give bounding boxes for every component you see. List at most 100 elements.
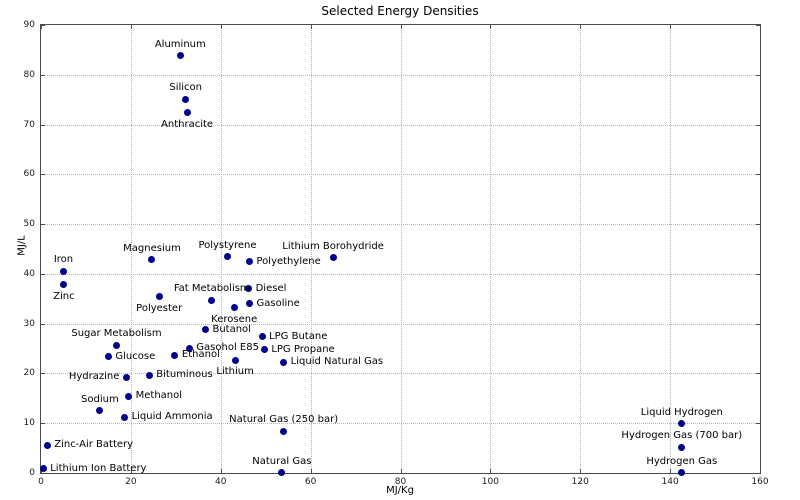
- x-tick-mark: [760, 25, 761, 29]
- x-tick-mark: [310, 25, 312, 29]
- x-tick-mark: [41, 25, 42, 29]
- point-label: Bituminous: [156, 369, 213, 381]
- point-label: Lithium: [216, 366, 254, 377]
- point-label: LPG Butane: [269, 330, 328, 342]
- x-gridline: [130, 25, 132, 473]
- data-point: [112, 341, 120, 349]
- y-gridline: [41, 124, 760, 126]
- point-label: Hydrazine: [68, 371, 120, 383]
- y-tick-mark: [756, 373, 760, 375]
- data-point: [201, 326, 209, 334]
- data-point: [231, 356, 239, 364]
- data-point: [208, 296, 216, 304]
- point-label: Gasohol E85: [196, 342, 259, 354]
- data-point: [104, 353, 112, 361]
- point-label: Lithium Ion Battery: [50, 462, 147, 474]
- x-gridline: [400, 25, 402, 473]
- x-axis-label: MJ/Kg: [386, 485, 414, 496]
- data-point: [678, 469, 686, 476]
- point-label: Zinc-Air Battery: [54, 439, 134, 451]
- x-gridline: [670, 25, 672, 473]
- y-tick-mark: [41, 323, 45, 325]
- point-label: Liquid Ammonia: [131, 411, 213, 423]
- data-point: [176, 52, 184, 60]
- data-point: [278, 469, 286, 476]
- point-label: Glucose: [115, 350, 156, 362]
- y-tick-mark: [41, 373, 45, 375]
- y-gridline: [41, 373, 760, 375]
- data-point: [60, 281, 68, 289]
- y-tick-mark: [41, 124, 45, 126]
- x-tick-label: 120: [571, 477, 589, 487]
- y-tick-mark: [756, 124, 760, 126]
- data-point: [39, 465, 47, 473]
- y-gridline: [41, 323, 760, 325]
- x-gridline: [220, 25, 222, 473]
- data-point: [155, 293, 163, 301]
- data-point: [145, 371, 153, 379]
- point-label: Hydrogen Gas: [646, 455, 718, 467]
- point-label: Methanol: [135, 390, 183, 402]
- data-point: [329, 254, 337, 262]
- y-tick-label: 70: [23, 119, 35, 130]
- data-point: [43, 441, 51, 449]
- data-point: [223, 253, 231, 261]
- data-point: [182, 95, 190, 103]
- data-point: [280, 358, 288, 366]
- point-label: Polyester: [136, 302, 183, 314]
- x-tick-label: 160: [751, 477, 769, 487]
- x-gridline: [580, 25, 582, 473]
- y-tick-mark: [41, 423, 45, 425]
- data-point: [122, 373, 130, 381]
- y-tick-mark: [756, 323, 760, 325]
- point-label: Diesel: [255, 282, 287, 294]
- x-tick-mark: [400, 25, 402, 29]
- point-label: Liquid Hydrogen: [640, 406, 723, 418]
- data-point: [96, 407, 104, 415]
- point-label: Lithium Borohydride: [282, 240, 384, 252]
- point-label: Magnesium: [123, 242, 181, 254]
- data-point: [125, 392, 133, 400]
- y-tick-mark: [756, 74, 760, 76]
- y-tick-label: 30: [23, 318, 35, 329]
- data-point: [121, 413, 129, 421]
- y-tick-label: 40: [23, 268, 35, 279]
- y-tick-mark: [756, 174, 760, 176]
- point-label: Sodium: [81, 393, 119, 405]
- point-label: Silicon: [169, 82, 203, 94]
- point-label: Iron: [53, 254, 74, 266]
- x-tick-label: 40: [215, 477, 227, 487]
- x-tick-mark: [580, 25, 582, 29]
- x-gridline: [310, 25, 312, 473]
- data-point: [246, 258, 253, 266]
- point-label: Anthracite: [161, 118, 214, 130]
- y-tick-mark: [41, 174, 45, 176]
- x-tick-mark: [490, 469, 492, 473]
- x-tick-label: 140: [661, 477, 679, 487]
- chart-title: Selected Energy Densities: [321, 4, 479, 18]
- data-point: [59, 267, 67, 275]
- data-point: [246, 300, 253, 308]
- data-point: [245, 285, 253, 293]
- y-gridline: [41, 74, 760, 76]
- data-point: [183, 109, 191, 117]
- point-label: Natural Gas: [252, 455, 312, 467]
- y-tick-mark: [41, 74, 45, 76]
- x-tick-label: 80: [394, 477, 407, 487]
- data-point: [260, 346, 268, 354]
- y-gridline: [41, 423, 760, 425]
- y-tick-label: 50: [23, 219, 35, 230]
- x-tick-mark: [220, 469, 222, 473]
- x-gridline: [490, 25, 492, 473]
- data-point: [171, 351, 179, 359]
- point-label: Butanol: [212, 323, 251, 335]
- data-point: [280, 427, 288, 435]
- data-point: [678, 420, 686, 428]
- x-tick-mark: [580, 469, 582, 473]
- y-tick-mark: [756, 423, 760, 425]
- point-label: Sugar Metabolism: [71, 328, 162, 340]
- x-tick-mark: [670, 469, 672, 473]
- data-point: [258, 333, 266, 341]
- point-label: Liquid Natural Gas: [290, 356, 384, 368]
